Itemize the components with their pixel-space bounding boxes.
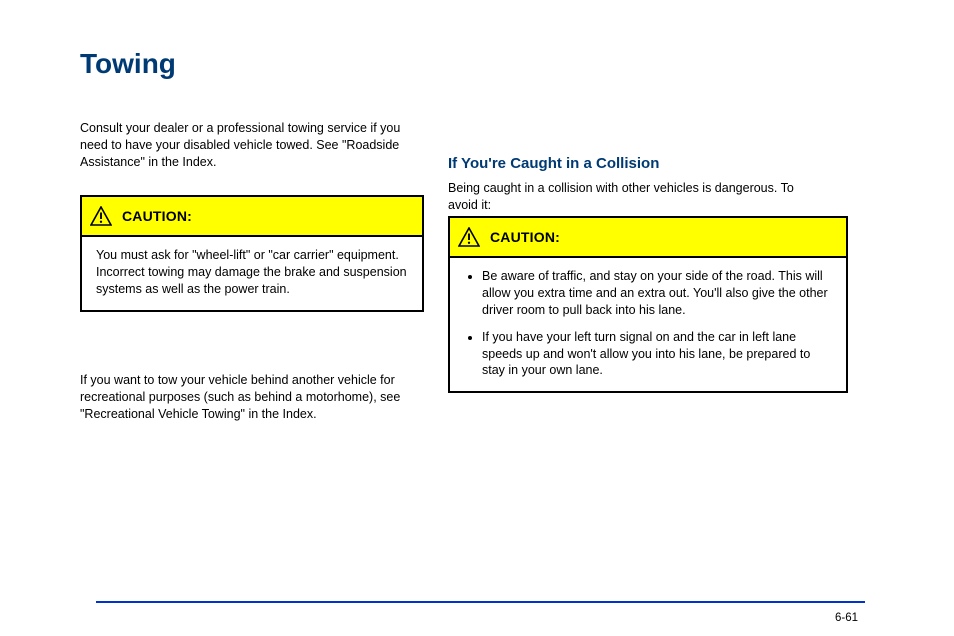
caution-header: CAUTION:	[82, 197, 422, 237]
caution-header: CAUTION:	[450, 218, 846, 258]
caution-body-text: You must ask for "wheel-lift" or "car ca…	[82, 237, 422, 310]
caution-box-collision: CAUTION: Be aware of traffic, and stay o…	[448, 216, 848, 393]
collision-heading: If You're Caught in a Collision	[448, 155, 659, 172]
warning-icon	[458, 227, 480, 247]
footer-divider	[96, 601, 865, 603]
caution-list-item: If you have your left turn signal on and…	[482, 329, 834, 380]
caution-label: CAUTION:	[490, 229, 560, 245]
warning-icon	[90, 206, 112, 226]
page-title: Towing	[80, 48, 176, 80]
collision-description: Being caught in a collision with other v…	[448, 180, 808, 214]
caution-box-towing: CAUTION: You must ask for "wheel-lift" o…	[80, 195, 424, 312]
caution-body-list: Be aware of traffic, and stay on your si…	[450, 258, 846, 391]
intro-paragraph: Consult your dealer or a professional to…	[80, 120, 425, 171]
caution-list-item: Be aware of traffic, and stay on your si…	[482, 268, 834, 319]
after-caution-paragraph: If you want to tow your vehicle behind a…	[80, 372, 425, 423]
page-number: 6-61	[835, 612, 858, 624]
caution-label: CAUTION:	[122, 208, 192, 224]
